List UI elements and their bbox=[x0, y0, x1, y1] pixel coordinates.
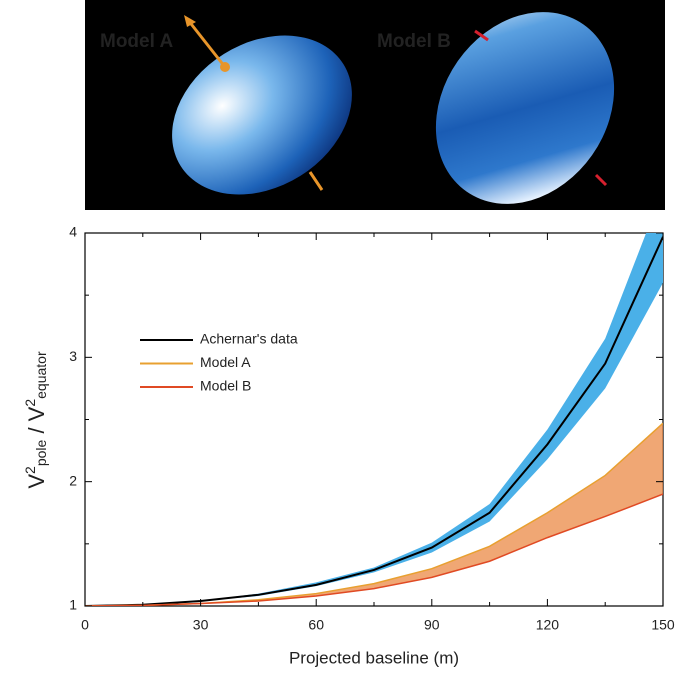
y-tick-label: 3 bbox=[69, 348, 77, 364]
star-model-a bbox=[172, 35, 352, 195]
y-tick-label: 2 bbox=[69, 472, 77, 488]
axis-line bbox=[308, 171, 324, 191]
x-tick-label: 60 bbox=[308, 617, 324, 633]
arrow bbox=[594, 173, 608, 187]
y-label-part: equator bbox=[33, 351, 49, 399]
y-label-part: / V bbox=[24, 406, 49, 439]
arrow bbox=[186, 19, 227, 68]
x-tick-label: 30 bbox=[193, 617, 209, 633]
series-line bbox=[85, 493, 663, 606]
x-tick-label: 90 bbox=[424, 617, 440, 633]
y-axis-title: V2pole / V2equator bbox=[22, 351, 48, 489]
legend-label: Achernar's data bbox=[200, 331, 298, 347]
pole-dot bbox=[220, 62, 230, 72]
x-tick-label: 0 bbox=[81, 617, 89, 633]
y-label-part: 2 bbox=[22, 399, 38, 407]
arrow-head bbox=[184, 15, 196, 27]
y-label-part: pole bbox=[33, 439, 49, 466]
legend-label: Model B bbox=[200, 378, 251, 394]
y-label-part: 2 bbox=[22, 466, 38, 474]
y-tick-label: 4 bbox=[69, 224, 77, 240]
y-label-part: V bbox=[24, 474, 49, 489]
star-model-b bbox=[435, 12, 615, 204]
legend-label: Model A bbox=[200, 354, 251, 370]
x-tick-label: 120 bbox=[536, 617, 560, 633]
panel-label: Model B bbox=[377, 31, 451, 52]
series-line bbox=[85, 236, 663, 606]
x-axis-title: Projected baseline (m) bbox=[289, 648, 459, 667]
x-tick-label: 150 bbox=[651, 617, 675, 633]
plot-area bbox=[85, 233, 663, 606]
y-tick-label: 1 bbox=[69, 597, 77, 613]
arrow bbox=[474, 29, 489, 42]
panel-label: Model A bbox=[100, 31, 173, 52]
confidence-band bbox=[85, 233, 663, 606]
model-region bbox=[85, 423, 663, 606]
